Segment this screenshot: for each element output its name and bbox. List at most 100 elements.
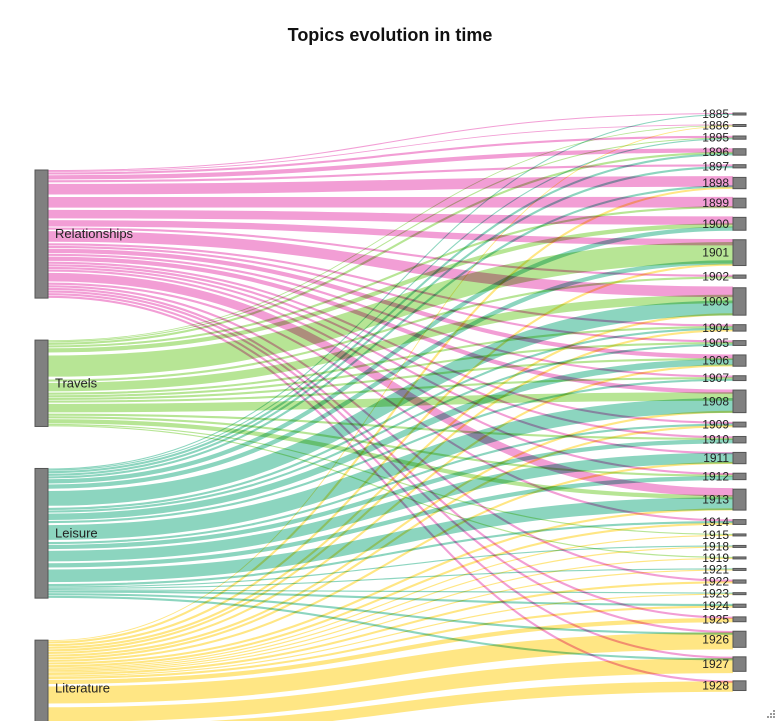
node-1900[interactable] bbox=[732, 216, 747, 231]
link-leisure-1927[interactable] bbox=[47, 595, 734, 661]
link-travels-1895[interactable] bbox=[47, 137, 734, 343]
node-1921[interactable] bbox=[732, 567, 747, 571]
node-1907[interactable] bbox=[732, 375, 747, 382]
node-leisure[interactable] bbox=[34, 467, 49, 599]
link-relationships-1900[interactable] bbox=[47, 209, 734, 225]
link-travels-1910[interactable] bbox=[47, 413, 734, 440]
node-1902[interactable] bbox=[732, 274, 747, 279]
link-relationships-1885[interactable] bbox=[47, 112, 734, 172]
node-1899[interactable] bbox=[732, 197, 747, 209]
node-1915[interactable] bbox=[732, 533, 747, 537]
link-literature-1924[interactable] bbox=[47, 605, 734, 679]
link-leisure-1924[interactable] bbox=[47, 590, 734, 607]
link-relationships-1902[interactable] bbox=[47, 227, 734, 277]
link-travels-1906[interactable] bbox=[47, 357, 734, 400]
link-literature-1927[interactable] bbox=[47, 658, 734, 721]
link-relationships-1912[interactable] bbox=[47, 269, 734, 476]
link-relationships-1914[interactable] bbox=[47, 282, 734, 522]
link-travels-1915[interactable] bbox=[47, 423, 734, 536]
link-travels-1899[interactable] bbox=[47, 205, 734, 348]
node-1911[interactable] bbox=[732, 451, 747, 465]
link-literature-1928[interactable] bbox=[48, 681, 734, 721]
link-relationships-1913[interactable] bbox=[47, 272, 734, 497]
link-leisure-1908[interactable] bbox=[47, 397, 734, 540]
node-1886[interactable] bbox=[732, 124, 747, 127]
link-literature-1925[interactable] bbox=[47, 617, 734, 684]
link-relationships-1906[interactable] bbox=[47, 248, 734, 359]
link-leisure-1923[interactable] bbox=[47, 589, 734, 594]
link-relationships-1925[interactable] bbox=[47, 287, 734, 619]
link-leisure-1885[interactable] bbox=[47, 113, 734, 470]
node-1897[interactable] bbox=[732, 164, 747, 169]
node-1901[interactable] bbox=[732, 239, 747, 267]
link-relationships-1928[interactable] bbox=[47, 295, 734, 683]
link-leisure-1926[interactable] bbox=[47, 593, 734, 635]
link-literature-1921[interactable] bbox=[47, 569, 734, 673]
node-1918[interactable] bbox=[732, 544, 747, 548]
link-relationships-1910[interactable] bbox=[47, 264, 734, 439]
link-relationships-1897[interactable] bbox=[47, 164, 734, 183]
node-1904[interactable] bbox=[732, 324, 747, 332]
link-leisure-1921[interactable] bbox=[47, 568, 734, 589]
node-1885[interactable] bbox=[732, 112, 747, 116]
link-travels-1919[interactable] bbox=[47, 425, 734, 559]
link-leisure-1910[interactable] bbox=[47, 439, 734, 550]
link-literature-1914[interactable] bbox=[47, 522, 734, 668]
link-relationships-1898[interactable] bbox=[47, 176, 734, 195]
node-travels[interactable] bbox=[34, 339, 49, 427]
link-relationships-1895[interactable] bbox=[47, 135, 734, 175]
node-1896[interactable] bbox=[732, 148, 747, 156]
link-literature-1915[interactable] bbox=[47, 534, 734, 669]
link-travels-1905[interactable] bbox=[47, 341, 734, 398]
link-travels-1902[interactable] bbox=[47, 276, 734, 382]
node-1903[interactable] bbox=[732, 287, 747, 316]
link-literature-1918[interactable] bbox=[47, 546, 734, 670]
node-1928[interactable] bbox=[732, 680, 747, 692]
node-1905[interactable] bbox=[732, 340, 747, 346]
link-travels-1901[interactable] bbox=[47, 242, 734, 377]
link-relationships-1926[interactable] bbox=[47, 290, 734, 634]
node-1895[interactable] bbox=[732, 135, 747, 140]
link-relationships-1907[interactable] bbox=[47, 253, 734, 378]
node-1898[interactable] bbox=[732, 176, 747, 190]
node-1922[interactable] bbox=[732, 579, 747, 584]
link-travels-1912[interactable] bbox=[47, 416, 734, 477]
link-travels-1896[interactable] bbox=[47, 151, 734, 345]
link-relationships-1922[interactable] bbox=[47, 285, 734, 582]
node-1923[interactable] bbox=[732, 592, 747, 596]
link-leisure-1905[interactable] bbox=[47, 343, 734, 513]
link-relationships-1904[interactable] bbox=[47, 243, 734, 327]
node-1908[interactable] bbox=[732, 389, 747, 414]
resize-grip-icon[interactable] bbox=[764, 707, 776, 719]
node-1912[interactable] bbox=[732, 472, 747, 481]
link-leisure-1906[interactable] bbox=[47, 359, 734, 520]
link-relationships-1903[interactable] bbox=[47, 231, 734, 298]
link-literature-1903[interactable] bbox=[47, 313, 734, 649]
link-leisure-1907[interactable] bbox=[47, 378, 734, 524]
link-travels-1907[interactable] bbox=[47, 377, 734, 403]
node-1926[interactable] bbox=[732, 630, 747, 648]
node-relationships[interactable] bbox=[34, 169, 49, 299]
node-1925[interactable] bbox=[732, 616, 747, 623]
node-1906[interactable] bbox=[732, 354, 747, 367]
link-relationships-1908[interactable] bbox=[47, 256, 734, 394]
link-leisure-1901[interactable] bbox=[47, 260, 734, 489]
link-relationships-1927[interactable] bbox=[47, 293, 734, 659]
node-literature[interactable] bbox=[34, 639, 49, 721]
link-relationships-1901[interactable] bbox=[47, 220, 734, 246]
link-travels-1900[interactable] bbox=[47, 223, 734, 353]
link-relationships-1905[interactable] bbox=[47, 245, 734, 343]
link-leisure-1904[interactable] bbox=[47, 327, 734, 510]
link-relationships-1909[interactable] bbox=[47, 261, 734, 424]
node-1909[interactable] bbox=[732, 421, 747, 428]
link-literature-1926[interactable] bbox=[47, 632, 734, 704]
node-1910[interactable] bbox=[732, 435, 747, 444]
node-1924[interactable] bbox=[732, 603, 747, 608]
node-1927[interactable] bbox=[732, 656, 747, 672]
node-1913[interactable] bbox=[732, 488, 747, 511]
node-1914[interactable] bbox=[732, 519, 747, 525]
link-relationships-1911[interactable] bbox=[47, 266, 734, 455]
link-relationships-1886[interactable] bbox=[47, 124, 734, 173]
link-leisure-1914[interactable] bbox=[47, 520, 734, 587]
link-literature-1911[interactable] bbox=[47, 461, 734, 662]
